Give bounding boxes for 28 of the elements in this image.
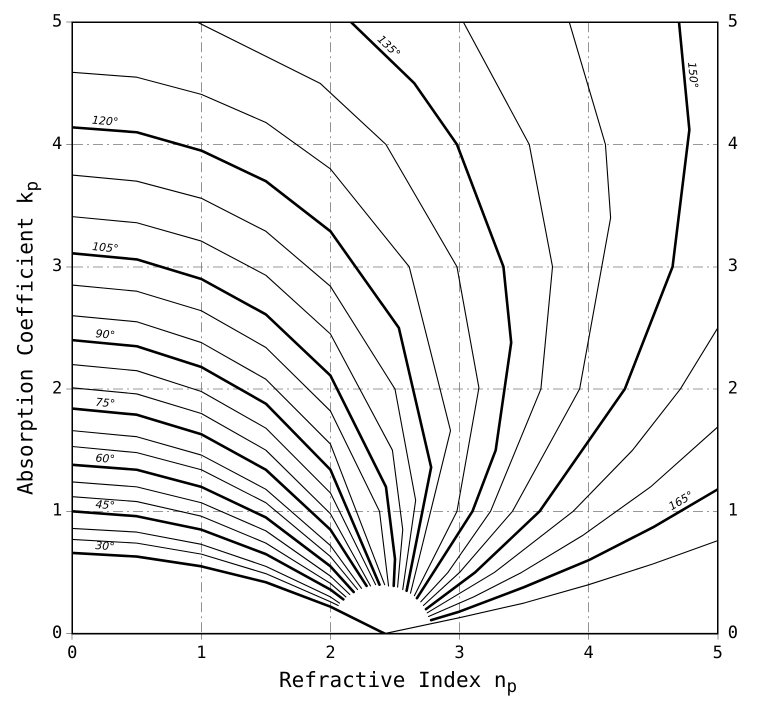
y2-tick-label: 1	[728, 500, 738, 521]
x-tick-label: 0	[67, 643, 78, 664]
y-tick-label: 4	[52, 134, 62, 154]
y-tick-label: 0	[52, 623, 62, 644]
y2-tick-label: 0	[728, 623, 738, 644]
series-label: 30°	[94, 539, 116, 554]
y-tick-label: 5	[52, 12, 62, 32]
y2-tick-label: 3	[728, 256, 738, 276]
y-tick-label: 1	[52, 500, 62, 521]
x-tick-label: 3	[454, 643, 465, 664]
series-label: 120°	[91, 114, 119, 129]
y2-tick-label: 4	[728, 134, 738, 154]
text: 90°	[95, 327, 116, 342]
x-axis-title: Refractive Index n$_{p}$	[278, 668, 518, 698]
y-tick-label: 3	[52, 256, 62, 276]
x-tick-label: 1	[196, 643, 206, 664]
y-tick-label: 2	[52, 378, 62, 398]
text: 135°	[374, 32, 403, 60]
series-label: 45°	[94, 498, 116, 512]
text: 150°	[685, 61, 701, 89]
x-tick-label: 5	[712, 643, 723, 664]
x-tick-label: 4	[584, 643, 594, 664]
text: 105°	[92, 240, 120, 256]
y2-tick-label: 5	[728, 12, 738, 32]
x-tick-label: 2	[325, 643, 336, 664]
text: 75°	[95, 396, 116, 410]
y2-tick-label: 2	[728, 378, 738, 398]
series-label: 60°	[94, 451, 116, 466]
